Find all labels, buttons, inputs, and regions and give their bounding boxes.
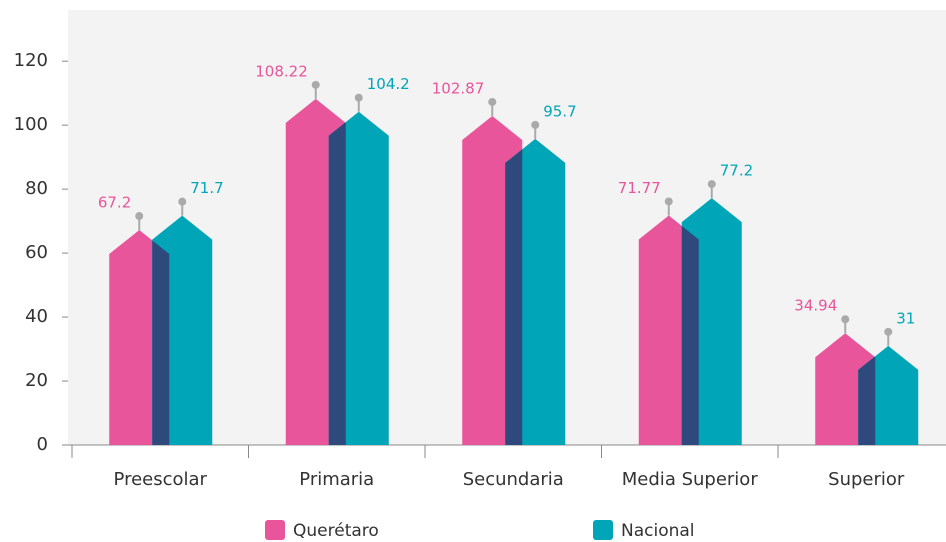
y-tick-label: 120 bbox=[14, 50, 48, 71]
x-tick-label: Superior bbox=[828, 469, 905, 490]
x-tick-label: Preescolar bbox=[114, 469, 208, 490]
value-label: 31 bbox=[896, 309, 915, 327]
legend-label: Querétaro bbox=[293, 521, 379, 541]
value-label: 95.7 bbox=[543, 102, 576, 120]
value-label: 71.77 bbox=[618, 179, 661, 197]
pin-dot bbox=[707, 180, 716, 189]
pin-dot bbox=[135, 212, 144, 221]
value-label: 67.2 bbox=[98, 194, 131, 212]
y-tick-label: 80 bbox=[25, 178, 48, 199]
legend-label: Nacional bbox=[621, 521, 695, 541]
legend-swatch bbox=[265, 520, 285, 540]
overlap bbox=[681, 215, 699, 445]
legend-swatch bbox=[593, 520, 613, 540]
overlap bbox=[328, 111, 346, 445]
pin-dot bbox=[178, 197, 187, 206]
value-label: 71.7 bbox=[190, 179, 223, 197]
value-label: 34.94 bbox=[794, 297, 837, 315]
y-tick-label: 40 bbox=[25, 306, 48, 327]
overlap bbox=[505, 138, 523, 445]
x-tick-label: Media Superior bbox=[622, 469, 759, 490]
value-label: 77.2 bbox=[720, 162, 753, 180]
y-tick-label: 100 bbox=[14, 114, 48, 135]
pin-dot bbox=[664, 197, 673, 206]
x-tick-label: Secundaria bbox=[463, 469, 564, 490]
value-label: 102.87 bbox=[432, 79, 485, 97]
y-tick-label: 0 bbox=[37, 434, 48, 455]
pin-dot bbox=[531, 120, 540, 129]
pin-dot bbox=[884, 327, 893, 336]
pin-dot bbox=[488, 97, 497, 106]
y-tick-label: 20 bbox=[25, 370, 48, 391]
pin-dot bbox=[841, 315, 850, 324]
x-tick-label: Primaria bbox=[299, 469, 374, 490]
y-tick-label: 60 bbox=[25, 242, 48, 263]
overlap bbox=[858, 345, 876, 445]
pin-dot bbox=[354, 93, 363, 102]
value-label: 108.22 bbox=[255, 62, 308, 80]
value-label: 104.2 bbox=[367, 75, 410, 93]
overlap bbox=[152, 230, 170, 445]
pin-dot bbox=[311, 80, 320, 89]
